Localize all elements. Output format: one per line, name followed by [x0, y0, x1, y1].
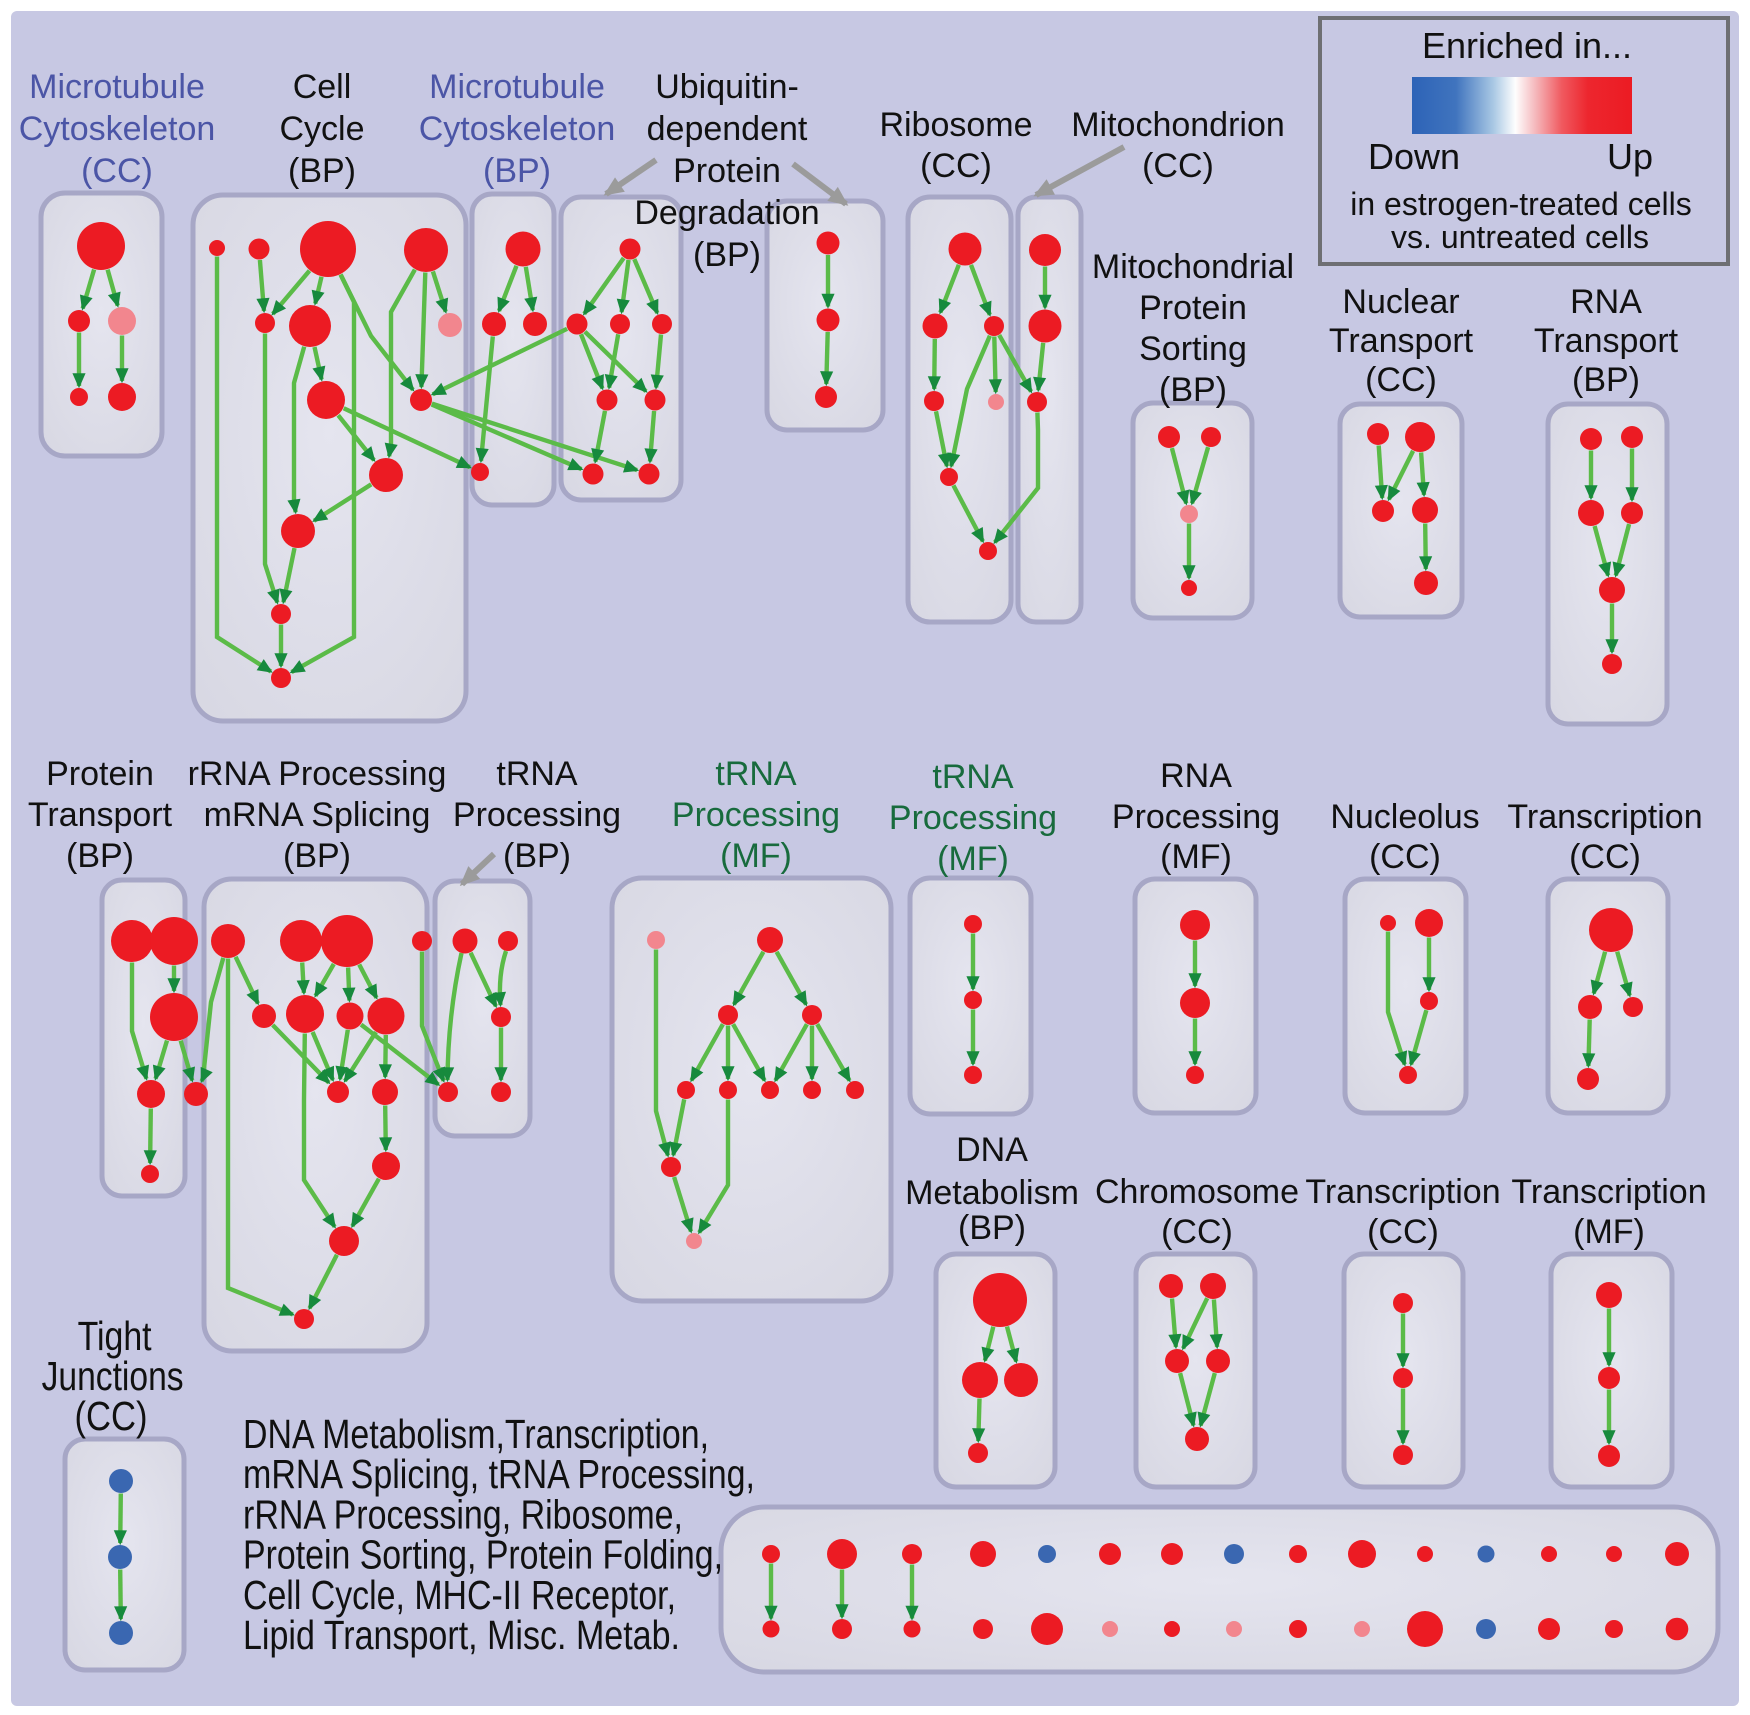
svg-text:in estrogen-treated cells: in estrogen-treated cells: [1350, 186, 1692, 222]
svg-text:Junctions: Junctions: [42, 1353, 184, 1399]
svg-text:Microtubule: Microtubule: [429, 68, 605, 106]
svg-text:Chromosome: Chromosome: [1095, 1173, 1299, 1211]
svg-text:Cell Cycle, MHC-II Receptor,: Cell Cycle, MHC-II Receptor,: [243, 1572, 676, 1618]
svg-text:DNA: DNA: [956, 1131, 1028, 1169]
svg-text:(BP): (BP): [503, 837, 571, 875]
svg-text:(BP): (BP): [1572, 361, 1640, 399]
svg-text:Processing: Processing: [1112, 798, 1280, 836]
svg-text:RNA: RNA: [1570, 283, 1642, 321]
svg-text:Degradation: Degradation: [634, 194, 819, 232]
svg-text:Transport: Transport: [28, 796, 173, 834]
svg-text:Protein Sorting, Protein Foldi: Protein Sorting, Protein Folding,: [243, 1532, 723, 1578]
svg-text:Metabolism: Metabolism: [905, 1174, 1079, 1212]
svg-text:mRNA Splicing, tRNA Processing: mRNA Splicing, tRNA Processing,: [243, 1451, 755, 1497]
svg-text:tRNA: tRNA: [715, 755, 797, 793]
svg-text:(CC): (CC): [81, 152, 153, 190]
svg-text:RNA: RNA: [1160, 757, 1232, 795]
svg-text:(BP): (BP): [288, 152, 356, 190]
svg-text:(BP): (BP): [1159, 371, 1227, 409]
svg-text:Mitochondrion: Mitochondrion: [1071, 106, 1285, 144]
svg-text:Processing: Processing: [672, 796, 840, 834]
svg-text:(CC): (CC): [75, 1393, 148, 1439]
svg-text:(BP): (BP): [283, 837, 351, 875]
svg-text:Processing: Processing: [889, 799, 1057, 837]
svg-text:(BP): (BP): [958, 1209, 1026, 1247]
svg-text:Up: Up: [1607, 136, 1653, 177]
svg-text:Enriched in...: Enriched in...: [1422, 25, 1632, 66]
svg-text:(CC): (CC): [1569, 838, 1641, 876]
svg-text:(CC): (CC): [1142, 147, 1214, 185]
svg-text:DNA Metabolism,Transcription,: DNA Metabolism,Transcription,: [243, 1411, 709, 1457]
svg-text:Cell: Cell: [293, 68, 352, 106]
svg-text:Processing: Processing: [453, 796, 621, 834]
svg-text:Ubiquitin-: Ubiquitin-: [655, 68, 799, 106]
svg-text:Down: Down: [1368, 136, 1460, 177]
svg-text:vs. untreated cells: vs. untreated cells: [1391, 219, 1649, 255]
svg-text:Lipid Transport, Misc. Metab.: Lipid Transport, Misc. Metab.: [243, 1612, 680, 1658]
svg-text:Cytoskeleton: Cytoskeleton: [419, 110, 616, 148]
svg-text:rRNA Processing, Ribosome,: rRNA Processing, Ribosome,: [243, 1491, 683, 1537]
svg-text:Cycle: Cycle: [279, 110, 364, 148]
svg-text:Tight: Tight: [78, 1313, 152, 1359]
svg-text:(CC): (CC): [920, 147, 992, 185]
svg-text:rRNA Processing: rRNA Processing: [188, 755, 447, 793]
svg-text:(BP): (BP): [66, 837, 134, 875]
svg-text:Protein: Protein: [673, 152, 781, 190]
svg-text:Transport: Transport: [1329, 322, 1474, 360]
svg-text:Cytoskeleton: Cytoskeleton: [19, 110, 216, 148]
svg-text:Ribosome: Ribosome: [879, 106, 1032, 144]
svg-text:Transcription: Transcription: [1507, 798, 1702, 836]
svg-text:(BP): (BP): [483, 152, 551, 190]
svg-text:Nuclear: Nuclear: [1342, 283, 1459, 321]
svg-text:(CC): (CC): [1161, 1213, 1233, 1251]
svg-text:Nucleolus: Nucleolus: [1330, 798, 1479, 836]
svg-text:(CC): (CC): [1365, 361, 1437, 399]
svg-text:Transcription: Transcription: [1305, 1173, 1500, 1211]
svg-text:Microtubule: Microtubule: [29, 68, 205, 106]
svg-text:(MF): (MF): [720, 837, 792, 875]
svg-text:dependent: dependent: [647, 110, 808, 148]
svg-text:tRNA: tRNA: [496, 755, 578, 793]
svg-text:Sorting: Sorting: [1139, 330, 1247, 368]
svg-text:(BP): (BP): [693, 236, 761, 274]
svg-text:(MF): (MF): [1160, 838, 1232, 876]
svg-text:Transcription: Transcription: [1511, 1173, 1706, 1211]
svg-text:Mitochondrial: Mitochondrial: [1092, 248, 1294, 286]
svg-text:(CC): (CC): [1367, 1213, 1439, 1251]
svg-text:(CC): (CC): [1369, 838, 1441, 876]
svg-text:Protein: Protein: [1139, 289, 1247, 327]
svg-text:tRNA: tRNA: [932, 758, 1014, 796]
svg-text:(MF): (MF): [937, 840, 1009, 878]
svg-text:mRNA Splicing: mRNA Splicing: [204, 796, 431, 834]
svg-text:(MF): (MF): [1573, 1213, 1645, 1251]
svg-text:Protein: Protein: [46, 755, 154, 793]
svg-text:Transport: Transport: [1534, 322, 1679, 360]
